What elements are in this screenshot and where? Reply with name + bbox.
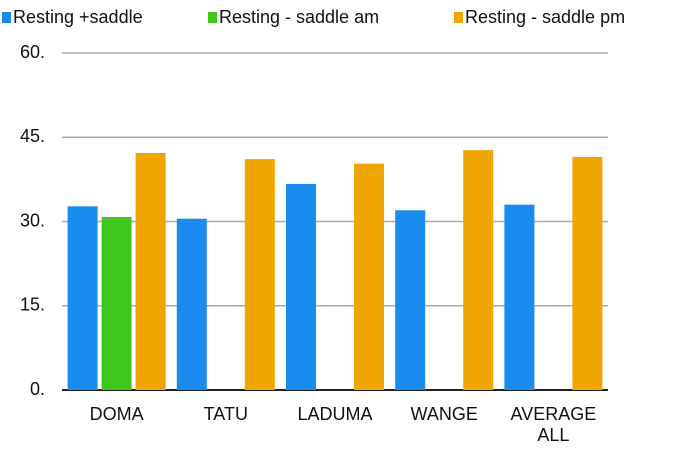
bar	[101, 217, 132, 390]
y-tick-label: 45.	[20, 126, 45, 146]
x-tick-label: DOMA	[89, 404, 144, 424]
bar	[244, 159, 275, 390]
x-tick-label: WANGE	[410, 404, 478, 424]
legend-label: Resting - saddle pm	[465, 7, 625, 27]
bar	[67, 206, 98, 390]
bar	[354, 163, 384, 390]
bar	[176, 218, 207, 390]
bar	[395, 210, 426, 390]
bar	[135, 152, 166, 390]
legend-label: Resting +saddle	[13, 7, 143, 27]
bar	[504, 204, 535, 390]
bar	[463, 150, 494, 390]
legend-label: Resting - saddle am	[219, 7, 379, 27]
bar	[572, 156, 603, 390]
legend-swatch	[208, 12, 217, 23]
y-tick-label: 0.	[30, 379, 45, 399]
bar	[286, 183, 316, 390]
x-tick-label: TATU	[203, 404, 248, 424]
x-tick-label: LADUMA	[297, 404, 373, 424]
legend-swatch	[2, 12, 11, 23]
x-tick-label: AVERAGE ALL	[510, 404, 597, 445]
y-tick-label: 15.	[20, 295, 45, 315]
legend-swatch	[454, 12, 463, 23]
y-tick-label: 60.	[20, 42, 45, 62]
y-tick-label: 30.	[20, 210, 45, 230]
